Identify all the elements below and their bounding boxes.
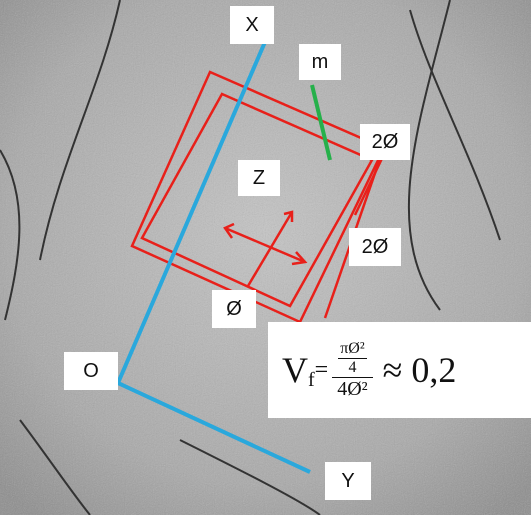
formula-approx: ≈ 0,2 bbox=[383, 349, 457, 391]
micrograph bbox=[0, 0, 531, 515]
fraction: πØ² 4 4Ø² bbox=[332, 340, 372, 401]
bottom-dim-label: Ø bbox=[212, 290, 256, 328]
denominator: 4Ø² bbox=[337, 378, 367, 401]
formula: V f = πØ² 4 4Ø² ≈ 0,2 bbox=[268, 322, 531, 418]
formula-equals: = bbox=[315, 357, 329, 384]
numerator: πØ² 4 bbox=[332, 340, 372, 378]
side-dim-label: 2Ø bbox=[349, 228, 401, 266]
z-label: Z bbox=[238, 160, 280, 196]
inner-denominator: 4 bbox=[348, 359, 356, 377]
inner-numerator: πØ² bbox=[338, 340, 366, 359]
inner-fraction: πØ² 4 bbox=[338, 340, 366, 377]
annotated-micrograph: X m 2Ø Z 2Ø Ø O Y V f = πØ² 4 4Ø² ≈ 0,2 bbox=[0, 0, 531, 515]
top-dim-label: 2Ø bbox=[360, 124, 410, 160]
m-label: m bbox=[299, 44, 341, 80]
formula-symbol: V bbox=[282, 349, 308, 391]
formula-subscript: f bbox=[308, 369, 315, 392]
x-label: X bbox=[230, 6, 274, 44]
y-label: Y bbox=[325, 462, 371, 500]
origin-label: O bbox=[64, 352, 118, 390]
